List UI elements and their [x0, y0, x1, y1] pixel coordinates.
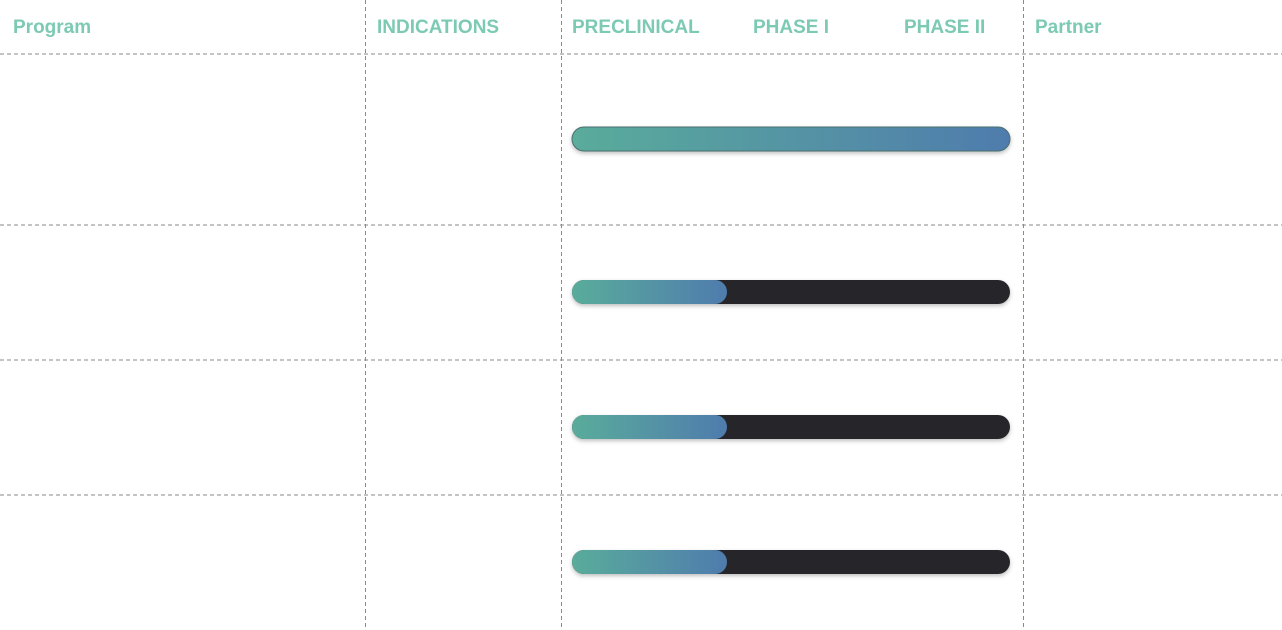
bar-fill — [572, 280, 727, 304]
bar-fill — [572, 550, 727, 574]
column-header: Partner — [1035, 17, 1102, 38]
column-header: Program — [13, 17, 91, 38]
progress-bar — [571, 126, 1011, 152]
progress-bar — [572, 280, 1010, 304]
progress-bar — [572, 550, 1010, 574]
progress-bar — [572, 415, 1010, 439]
column-header: PHASE I — [753, 17, 829, 38]
column-header: PHASE II — [904, 17, 985, 38]
header-row: Program INDICATIONS PRECLINICAL PHASE I … — [13, 17, 1102, 38]
column-header: INDICATIONS — [377, 17, 499, 38]
bar-fill — [572, 415, 727, 439]
bar-fill — [571, 126, 1011, 152]
column-header: PRECLINICAL — [572, 17, 700, 38]
